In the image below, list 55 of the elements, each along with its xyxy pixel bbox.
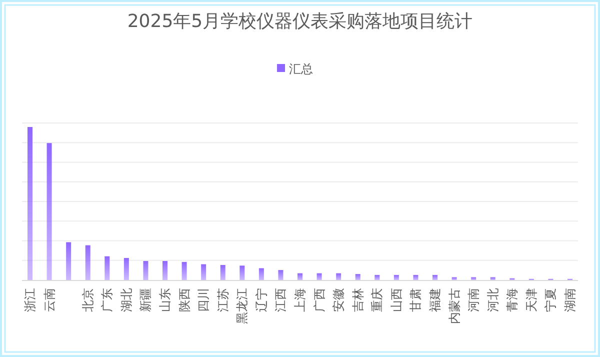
bar	[394, 274, 399, 280]
bar	[104, 256, 110, 280]
bar	[278, 270, 284, 280]
bar	[124, 258, 129, 280]
x-tick-label: 重庆	[370, 288, 384, 312]
x-tick-label: 山东	[158, 288, 172, 312]
x-tick-label: 江苏	[216, 288, 230, 312]
x-tick-label: 湖南	[563, 288, 577, 312]
x-tick-label: 四川	[196, 288, 211, 312]
x-tick-label: 黑龙江	[235, 288, 250, 324]
bar	[374, 274, 380, 280]
x-tick-label: 青海	[505, 288, 520, 312]
x-tick-label: 湖北	[119, 288, 134, 312]
bar	[201, 264, 206, 280]
x-tick-label: 河南	[466, 288, 481, 312]
bar	[355, 274, 360, 280]
bar	[258, 268, 264, 280]
bar	[452, 277, 457, 280]
bar	[490, 277, 496, 280]
bar	[471, 277, 476, 280]
x-tick-label: 河北	[486, 288, 500, 312]
x-tick-label: 甘肃	[408, 288, 423, 312]
x-tick-label: 云南	[42, 288, 56, 312]
x-tick-label: 天津	[524, 288, 538, 312]
bar	[66, 242, 72, 280]
bar	[298, 273, 302, 280]
x-tick-label: 宁夏	[544, 288, 558, 312]
bar	[46, 143, 52, 280]
x-tick-label: 北京	[80, 288, 95, 312]
bar	[162, 261, 168, 280]
x-tick-label: 内蒙古	[447, 288, 462, 324]
x-tick-label: 吉林	[350, 288, 365, 312]
x-tick-label: 广东	[100, 288, 114, 312]
chart-title: 2025年5月学校仪器仪表采购落地项目统计	[127, 11, 473, 32]
legend-label: 汇总	[289, 62, 313, 76]
x-tick-label: 广西	[312, 288, 326, 312]
x-tick-label: 安徽	[332, 288, 346, 312]
bar	[240, 266, 245, 280]
x-tick-label: 上海	[293, 288, 307, 312]
bar	[28, 127, 32, 280]
x-tick-label: 辽宁	[254, 288, 268, 312]
bar	[182, 262, 187, 280]
x-tick-label: 江西	[274, 288, 288, 312]
bar	[220, 265, 226, 280]
x-tick-label: 山西	[389, 288, 404, 312]
x-tick-label: 福建	[428, 288, 442, 312]
bar	[432, 274, 438, 280]
x-tick-label: 新疆	[138, 288, 153, 312]
x-tick-label: 浙江	[23, 288, 37, 312]
bar	[143, 261, 148, 280]
bar	[85, 245, 90, 280]
x-tick-label: 陕西	[177, 288, 192, 312]
bar	[413, 274, 418, 280]
bar	[336, 273, 342, 280]
bar	[316, 273, 322, 280]
